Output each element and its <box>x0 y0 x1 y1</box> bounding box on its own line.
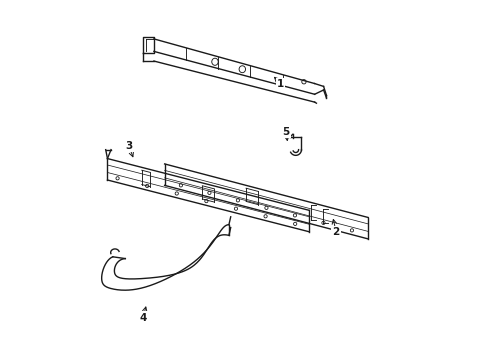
Text: 1: 1 <box>277 78 284 89</box>
Text: 2: 2 <box>333 227 340 237</box>
Text: 3: 3 <box>125 141 132 151</box>
Text: 5: 5 <box>282 127 290 137</box>
Text: 4: 4 <box>140 312 147 323</box>
